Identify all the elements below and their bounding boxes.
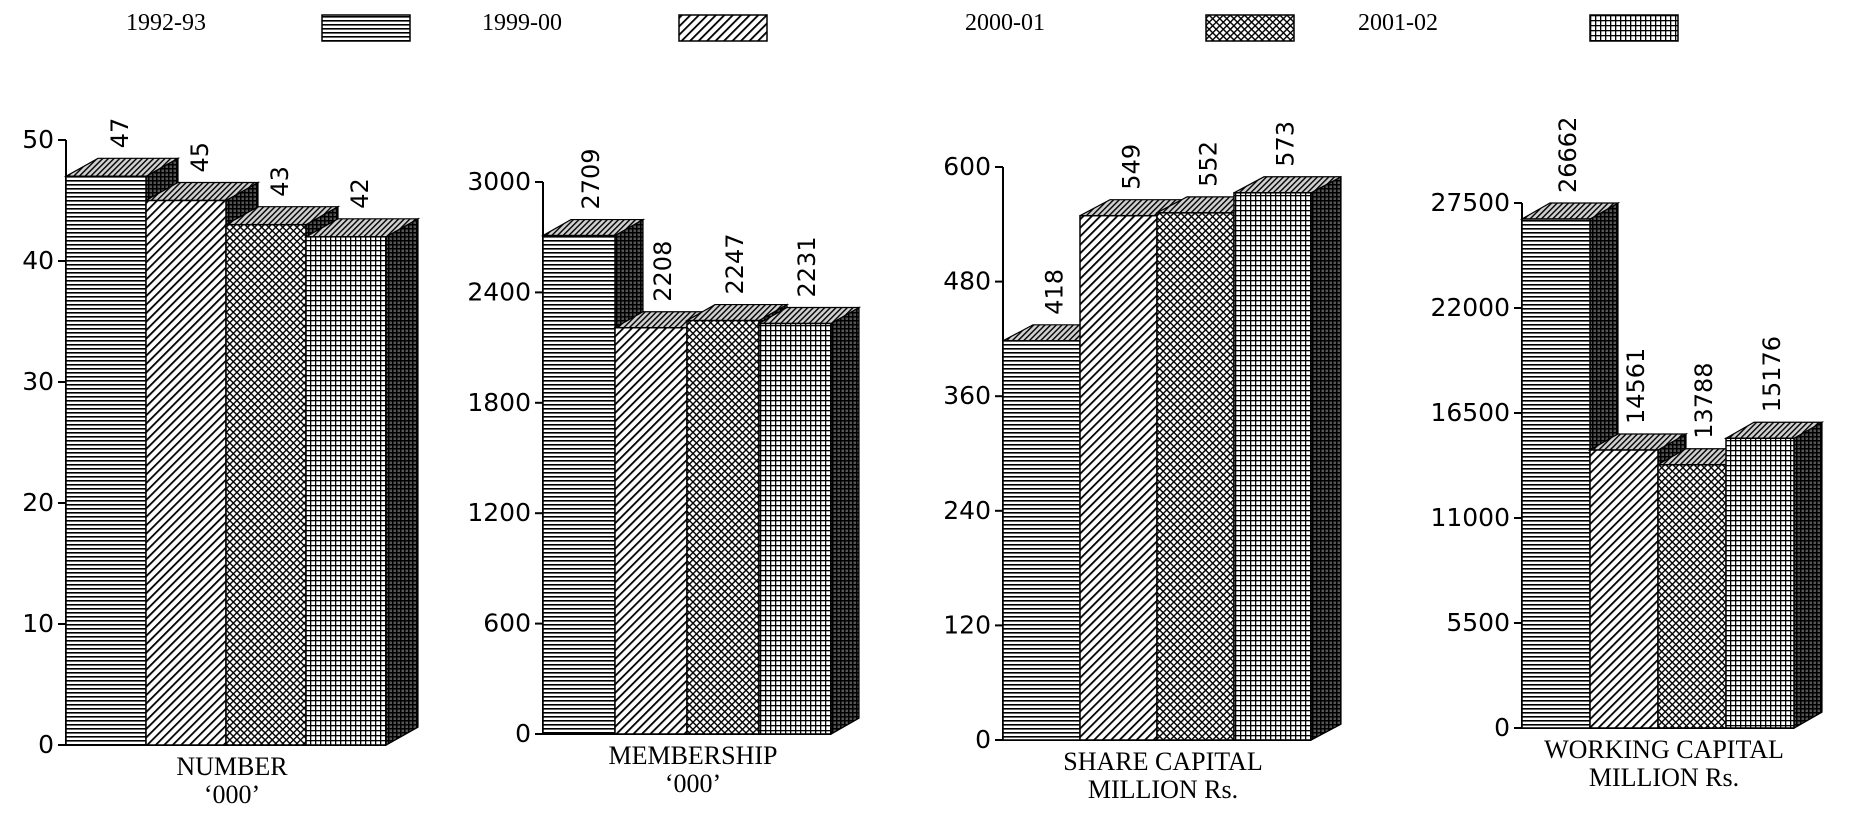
bar-4 [1233,175,1342,741]
y-tick-label: 40 [22,246,54,275]
bar-side-face [1793,421,1823,730]
y-tick-label: 30 [22,367,54,396]
legend-swatch-1992-93 [321,14,411,42]
data-label: 2247 [721,233,749,294]
bar-front-face [542,234,616,735]
x-axis-label: NUMBER [176,752,288,781]
bar-front-face [758,322,832,735]
bar-side-face [385,217,419,747]
bar-side-face [830,306,860,736]
y-tick-label: 360 [943,381,991,410]
y-tick-label: 3000 [467,167,531,196]
bar-front-face [1002,340,1081,741]
bar-front-face [65,175,147,746]
x-axis-label-unit: ‘000’ [665,769,721,798]
y-tick-label: 10 [22,609,54,638]
y-tick-label: 5500 [1446,608,1510,637]
x-axis-label: MEMBERSHIP [608,741,777,770]
x-axis-label: SHARE CAPITAL [1063,747,1262,776]
y-tick-label: 50 [22,125,54,154]
y-tick-label: 120 [943,610,991,639]
y-tick-label: 27500 [1430,188,1510,217]
bar-front-face [1079,214,1158,741]
bar-front-face [1156,212,1235,741]
data-label: 26662 [1554,117,1582,193]
bar-front-face [1657,464,1727,729]
data-label: 2231 [793,236,821,297]
chart-panel-3: 0 120 240 360 480 600 418 549 552 573 SHARE CAPITA… [943,121,1342,804]
bar-front-face [225,223,307,746]
x-axis-label-unit: MILLION Rs. [1088,775,1238,804]
data-label: 42 [346,178,374,209]
x-axis-label: WORKING CAPITAL [1544,735,1784,764]
bar-4 [756,306,862,736]
y-tick-label: 600 [943,152,991,181]
bar-front-face [1521,218,1591,729]
y-tick-label: 0 [515,719,531,748]
y-tick-label: 0 [975,725,991,754]
y-tick-label: 0 [38,730,54,759]
data-label: 549 [1118,144,1146,190]
bar-front-face [1589,449,1659,729]
bar-side-face [1310,175,1342,741]
data-label: 47 [106,118,134,149]
data-label: 2208 [649,241,677,302]
bar-4 [303,217,421,747]
data-label: 418 [1041,269,1069,315]
legend-swatch-1999-00 [678,14,768,42]
x-axis-label-unit: MILLION Rs. [1589,763,1739,792]
data-label: 14561 [1622,348,1650,424]
bar-front-face [686,319,760,735]
data-label: 45 [186,142,214,173]
legend-label-2001-02: 2001-02 [1358,10,1438,36]
legend-label-2000-01: 2000-01 [965,10,1045,36]
y-tick-label: 0 [1494,713,1510,742]
bar-front-face [614,326,688,735]
y-tick-label: 11000 [1430,503,1510,532]
data-label: 2709 [577,148,605,209]
y-tick-label: 1800 [467,388,531,417]
legend: 1992-93 1999-00 2000-01 2001-02 [126,10,1679,42]
data-label: 15176 [1758,336,1786,412]
y-tick-label: 600 [483,609,531,638]
bar-front-face [1725,437,1795,729]
y-tick-label: 240 [943,496,991,525]
y-tick-label: 2400 [467,277,531,306]
data-label: 552 [1195,141,1223,187]
bar-front-face [305,236,387,746]
bar-4 [1723,421,1825,730]
bar-front-face [145,199,227,746]
legend-label-1999-00: 1999-00 [482,10,562,36]
legend-swatch-2001-02 [1589,14,1679,42]
y-tick-label: 480 [943,267,991,296]
bar-front-face [1233,192,1312,741]
data-label: 43 [266,166,294,197]
legend-label-1992-93: 1992-93 [126,10,206,36]
chart-panel-1: 0 10 20 30 40 50 47 45 43 42 NUMBER‘000’ [22,118,421,809]
y-tick-label: 20 [22,488,54,517]
x-axis-label-unit: ‘000’ [204,780,260,809]
data-label: 13788 [1690,362,1718,438]
y-tick-label: 1200 [467,498,531,527]
legend-swatch-2000-01 [1205,14,1295,42]
y-tick-label: 22000 [1430,293,1510,322]
chart-panel-2: 0 600 1200 1800 2400 3000 2709 2208 2247 2231 MEMB… [467,148,862,798]
chart-panel-4: 0 5500 11000 16500 22000 27500 26662 14561 13788… [1430,117,1825,792]
y-tick-label: 16500 [1430,398,1510,427]
data-label: 573 [1272,121,1300,167]
